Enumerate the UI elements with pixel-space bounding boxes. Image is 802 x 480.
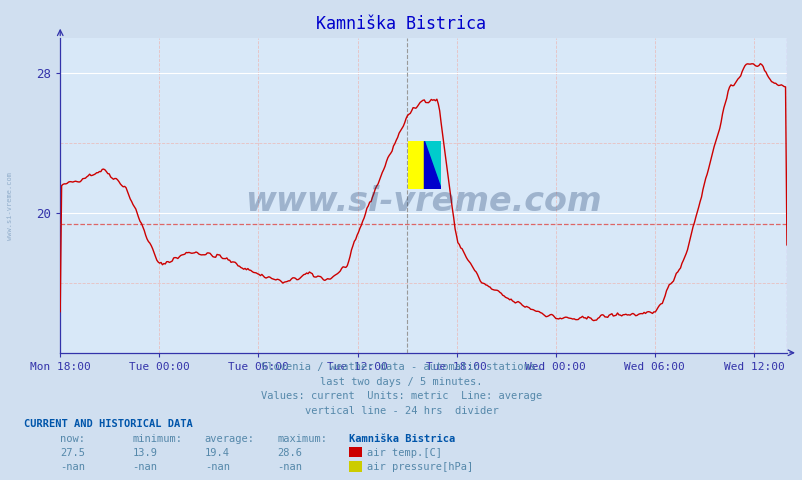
Text: Slovenia / weather data - automatic stations.: Slovenia / weather data - automatic stat… [261,362,541,372]
Bar [407,141,424,189]
Text: maximum:: maximum: [277,433,326,444]
Text: 28.6: 28.6 [277,448,302,458]
Text: -nan: -nan [132,462,157,472]
Text: -nan: -nan [60,462,85,472]
Polygon shape [424,141,441,189]
Text: Values: current  Units: metric  Line: average: Values: current Units: metric Line: aver… [261,391,541,401]
Text: last two days / 5 minutes.: last two days / 5 minutes. [320,377,482,387]
Text: now:: now: [60,433,85,444]
Text: 19.4: 19.4 [205,448,229,458]
Text: Kamniška Bistrica: Kamniška Bistrica [316,15,486,34]
Text: 13.9: 13.9 [132,448,157,458]
Polygon shape [424,141,441,189]
Text: air pressure[hPa]: air pressure[hPa] [367,462,472,472]
Text: -nan: -nan [277,462,302,472]
Text: average:: average: [205,433,254,444]
Text: CURRENT AND HISTORICAL DATA: CURRENT AND HISTORICAL DATA [24,419,192,429]
Text: www.si-vreme.com: www.si-vreme.com [6,172,13,240]
Text: www.si-vreme.com: www.si-vreme.com [245,185,602,218]
Text: vertical line - 24 hrs  divider: vertical line - 24 hrs divider [304,406,498,416]
Text: 27.5: 27.5 [60,448,85,458]
Text: -nan: -nan [205,462,229,472]
Text: Kamniška Bistrica: Kamniška Bistrica [349,433,455,444]
Text: air temp.[C]: air temp.[C] [367,448,441,458]
Text: minimum:: minimum: [132,433,182,444]
